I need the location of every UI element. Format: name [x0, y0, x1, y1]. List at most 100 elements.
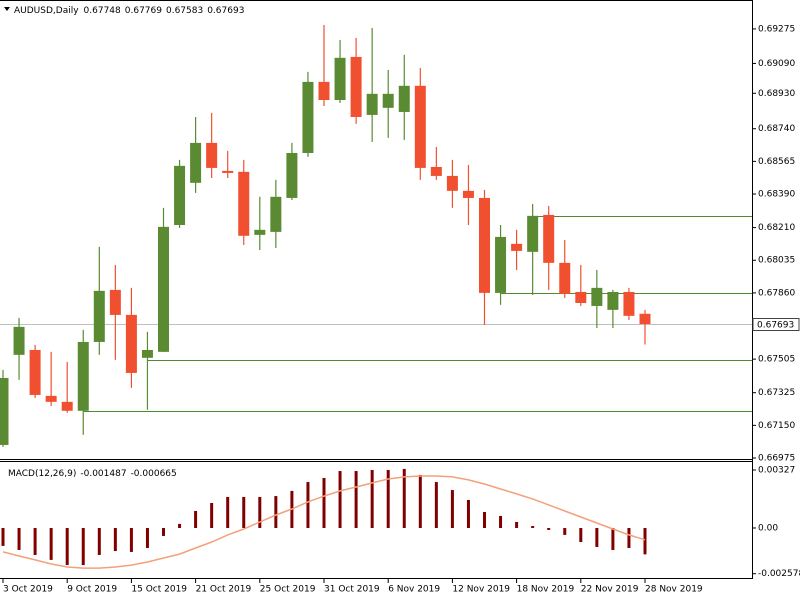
candle-body: [543, 214, 555, 263]
candle-body: [254, 229, 266, 235]
y-tick-label: 0.66975: [758, 454, 795, 464]
macd-bar: [386, 469, 390, 528]
y-tick-label: 0.67505: [758, 355, 795, 365]
macd-bar: [226, 496, 230, 528]
candle-body: [238, 171, 250, 236]
candle-body: [623, 291, 635, 316]
candle-body: [495, 236, 507, 293]
candle-body: [350, 56, 362, 117]
macd-bar: [242, 496, 246, 528]
signal-value: -0.000665: [131, 469, 177, 479]
candle-body: [398, 85, 410, 112]
x-tick-label: 25 Oct 2019: [260, 585, 316, 595]
candle-body: [366, 93, 378, 115]
y-tick-label: 0.00: [758, 523, 778, 533]
y-tick-label: 0.67860: [758, 288, 795, 298]
macd-bar: [113, 527, 117, 552]
macd-bar: [258, 496, 262, 528]
y-tick-label: 0.00327: [758, 465, 795, 475]
menu-arrow: [4, 7, 10, 11]
current-price-box: [752, 318, 800, 331]
macd-bar: [338, 471, 342, 528]
candle-body: [559, 262, 571, 294]
macd-bar: [643, 527, 647, 555]
candle-body: [174, 165, 186, 225]
x-tick-label: 31 Oct 2019: [324, 585, 380, 595]
candle-body: [382, 93, 394, 108]
macd-bar: [402, 468, 406, 528]
x-tick-label: 15 Oct 2019: [131, 585, 187, 595]
candle-body: [286, 152, 298, 198]
macd-bar: [515, 521, 519, 528]
candle-body: [527, 215, 539, 252]
macd-bar: [49, 527, 53, 560]
macd-bar: [499, 515, 503, 528]
candle-body: [446, 175, 458, 191]
macd-bar: [33, 527, 37, 555]
candle-body: [61, 401, 73, 411]
macd-bar: [178, 523, 182, 528]
candle-body: [302, 81, 314, 153]
x-tick-label: 18 Nov 2019: [517, 585, 575, 595]
candle-body: [334, 57, 346, 100]
macd-bar: [274, 496, 278, 528]
candle-body: [29, 349, 41, 395]
macd-bar: [145, 527, 149, 549]
macd-bar: [306, 482, 310, 528]
macd-header: MACD(12,26,9) -0.001487 -0.000665: [8, 469, 177, 479]
macd-bar: [65, 527, 69, 566]
high-value: 0.67769: [125, 6, 162, 16]
candle-body: [462, 190, 474, 198]
y-tick-label: 0.67325: [758, 388, 795, 398]
macd-bar: [450, 490, 454, 528]
macd-bar: [17, 527, 21, 550]
macd-bar: [129, 527, 133, 552]
candle-body: [511, 243, 523, 251]
macd-bar: [595, 527, 599, 547]
candle-body: [45, 395, 57, 402]
current-price-label: 0.67693: [757, 321, 794, 331]
candle-body: [479, 197, 490, 293]
low-value: 0.67583: [166, 6, 203, 16]
x-tick-label: 3 Oct 2019: [3, 585, 53, 595]
y-tick-label: 0.68035: [758, 256, 795, 266]
y-tick-label: -0.002578: [758, 569, 800, 579]
macd-bar: [1, 527, 5, 546]
open-value: 0.67748: [84, 6, 121, 16]
macd-bar: [627, 527, 631, 549]
macd-bar: [162, 527, 165, 536]
y-tick-label: 0.68565: [758, 157, 795, 167]
candle-body: [77, 341, 89, 411]
candle-body: [575, 291, 587, 303]
candle-body: [591, 287, 603, 306]
candle-body: [270, 196, 282, 232]
signal-line: [2, 475, 646, 569]
macd-bar: [563, 527, 567, 535]
macd-bar: [611, 527, 615, 550]
candle-body: [318, 81, 330, 100]
y-tick-label: 0.69275: [758, 24, 795, 34]
candle-body: [109, 289, 121, 315]
y-tick-label: 0.68390: [758, 190, 795, 200]
macd-bar: [210, 502, 214, 528]
candle-body: [0, 377, 9, 445]
candle-body: [414, 85, 426, 168]
macd-bar: [194, 510, 198, 528]
macd-bar: [354, 471, 358, 528]
y-tick-label: 0.68930: [758, 89, 795, 99]
candle-body: [206, 142, 218, 168]
macd-bar: [547, 527, 551, 530]
close-value: 0.67693: [207, 6, 244, 16]
y-tick-label: 0.69090: [758, 59, 795, 69]
candle-body: [430, 166, 442, 176]
macd-bar: [531, 526, 535, 528]
candle-body: [607, 291, 619, 310]
macd-value: -0.001487: [80, 469, 126, 479]
x-tick-label: 28 Nov 2019: [645, 585, 703, 595]
candle-body: [190, 142, 202, 183]
x-tick-label: 12 Nov 2019: [452, 585, 510, 595]
y-tick-label: 0.68210: [758, 223, 795, 233]
candle-body: [222, 170, 234, 173]
chart-header: AUDUSD,Daily 0.67748 0.67769 0.67583 0.67693: [14, 6, 244, 16]
